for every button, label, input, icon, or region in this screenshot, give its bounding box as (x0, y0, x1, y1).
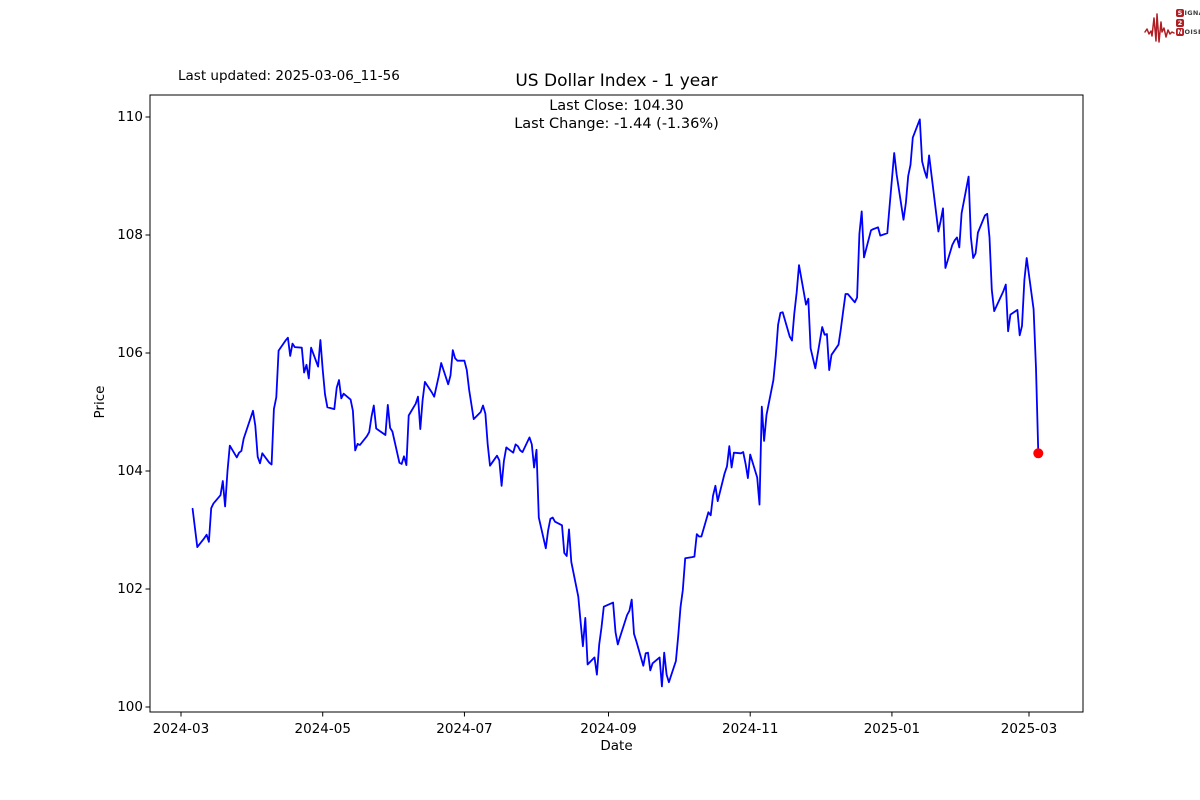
y-tick-label: 110 (117, 109, 143, 125)
logo-row-2: 2 (1176, 18, 1200, 27)
signal2noise-logo: S IGNAL 2 N OISE (1144, 6, 1200, 46)
x-tick-label: 2024-03 (152, 721, 210, 737)
logo-row-noise: N OISE (1176, 28, 1200, 36)
y-tick-label: 100 (117, 699, 143, 715)
chart-annotation: Last Close: 104.30 Last Change: -1.44 (-… (150, 98, 1083, 133)
logo-text-oise: OISE (1184, 28, 1200, 36)
plot-border (149, 94, 1084, 713)
x-tick-label: 2025-01 (863, 721, 921, 737)
y-tick-label: 104 (117, 463, 143, 479)
x-tick-label: 2025-03 (1000, 721, 1058, 737)
x-axis-label: Date (600, 738, 633, 754)
x-tick-label: 2024-07 (436, 721, 493, 737)
logo-badge-s: S (1176, 9, 1184, 17)
waveform-icon (1144, 13, 1175, 43)
logo-row-signal: S IGNAL (1176, 9, 1200, 17)
price-line (191, 118, 1040, 688)
logo-badge-n: N (1176, 28, 1184, 36)
last-close-marker (1033, 448, 1044, 459)
last-updated-text: Last updated: 2025-03-06_11-56 (178, 68, 400, 84)
chart-title: US Dollar Index - 1 year (515, 71, 718, 91)
y-tick-label: 108 (117, 227, 143, 243)
x-tick-label: 2024-11 (722, 721, 779, 737)
y-tick-label: 106 (117, 345, 143, 361)
y-axis-label: Price (92, 385, 108, 419)
x-tick-label: 2024-05 (294, 721, 351, 737)
annotation-last-close: Last Close: 104.30 (549, 98, 684, 114)
logo-badge-2: 2 (1176, 18, 1184, 27)
logo-text-ignal: IGNAL (1184, 9, 1200, 17)
y-tick-label: 102 (117, 581, 143, 597)
annotation-last-change: Last Change: -1.44 (-1.36%) (514, 115, 719, 132)
x-tick-label: 2024-09 (580, 721, 637, 737)
